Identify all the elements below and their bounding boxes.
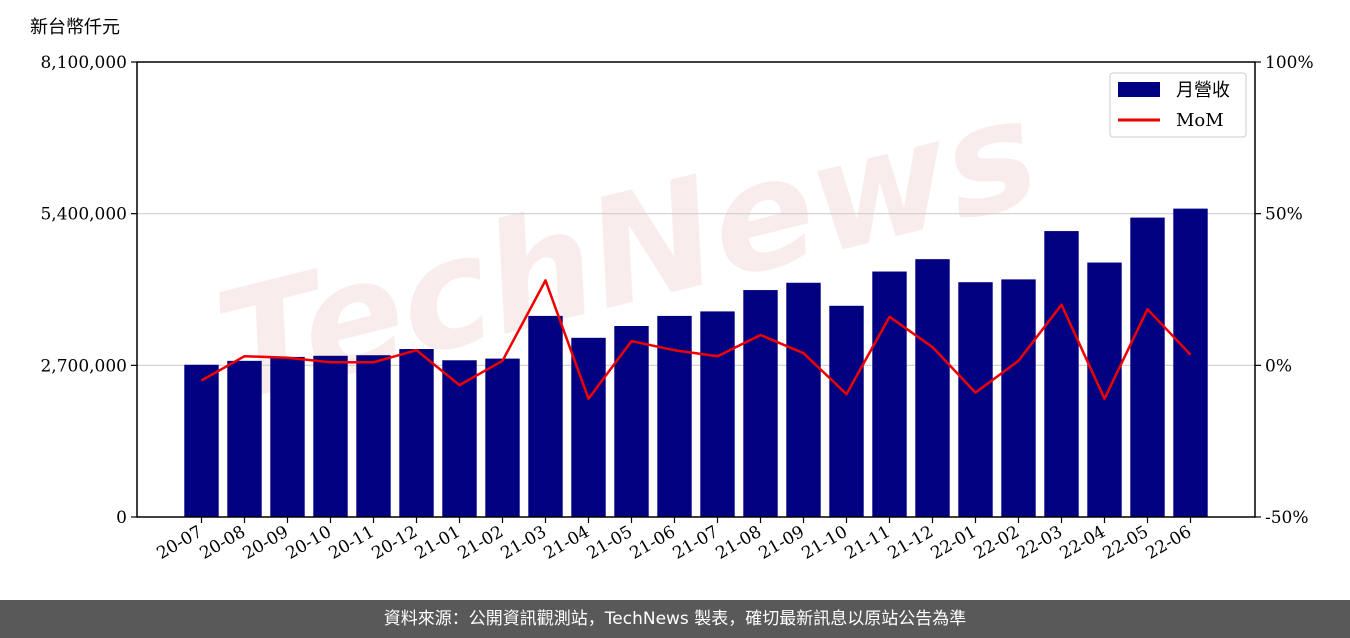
legend-swatch-bar	[1118, 82, 1160, 97]
bar-21-10	[829, 305, 864, 517]
bar-21-05	[614, 326, 649, 517]
plot-frame	[136, 61, 1256, 518]
bar-21-08	[743, 290, 778, 517]
x-tick-label: 22-06	[1143, 522, 1195, 564]
bar-20-08	[227, 360, 262, 517]
x-tick-label: 22-01	[928, 522, 980, 564]
bar-20-09	[270, 356, 305, 517]
x-tick-label: 20-12	[369, 522, 421, 564]
mom-line	[200, 279, 1192, 400]
left-tick-label: 8,100,000	[40, 53, 127, 73]
chart-area: TechNews02,700,0005,400,0008,100,000-50%…	[30, 17, 1314, 564]
bar-21-12	[915, 259, 950, 517]
x-tick-label: 20-09	[240, 522, 292, 564]
bar-20-12	[399, 349, 434, 517]
bar-21-02	[485, 358, 520, 517]
bar-22-03	[1044, 231, 1079, 517]
x-tick-label: 22-02	[971, 522, 1023, 564]
x-tick-label: 20-08	[197, 522, 249, 564]
x-tick-label: 21-12	[885, 522, 937, 564]
bar-20-10	[313, 355, 348, 517]
x-tick-label: 21-06	[627, 522, 679, 564]
left-tick-label: 2,700,000	[40, 356, 127, 376]
x-tick-label: 22-04	[1057, 522, 1109, 564]
x-tick-label: 22-05	[1100, 522, 1152, 564]
y-unit-label: 新台幣仟元	[30, 17, 120, 38]
bar-21-09	[786, 282, 821, 517]
x-tick-label: 20-07	[154, 522, 206, 564]
x-tick-label: 21-04	[541, 522, 593, 564]
x-tick-label: 20-10	[283, 522, 335, 564]
x-tick-label: 21-10	[799, 522, 851, 564]
bar-22-06	[1173, 208, 1208, 517]
bar-22-01	[958, 282, 993, 517]
x-tick-label: 22-03	[1014, 522, 1066, 564]
legend-label-bar: 月營收	[1176, 80, 1230, 101]
right-tick-label: 0%	[1265, 356, 1292, 376]
bar-21-01	[442, 360, 477, 517]
right-tick-label: 100%	[1265, 53, 1314, 73]
x-tick-label: 21-02	[455, 522, 507, 564]
bar-20-07	[184, 364, 219, 517]
x-tick-label: 21-07	[670, 522, 722, 564]
bar-21-03	[528, 315, 563, 517]
bar-20-11	[356, 355, 391, 517]
bar-22-02	[1001, 279, 1036, 517]
right-tick-label: 50%	[1265, 205, 1303, 225]
left-tick-label: 5,400,000	[40, 205, 127, 225]
bar-21-11	[872, 271, 907, 517]
bar-22-04	[1087, 262, 1122, 517]
bar-21-06	[657, 315, 692, 517]
bar-21-07	[700, 311, 735, 517]
x-tick-label: 20-11	[326, 522, 378, 564]
x-tick-label: 21-05	[584, 522, 636, 564]
x-tick-label: 21-11	[842, 522, 894, 564]
bar-22-05	[1130, 217, 1165, 518]
right-tick-label: -50%	[1265, 508, 1309, 528]
x-tick-label: 21-03	[498, 522, 550, 564]
legend-label-line: MoM	[1176, 110, 1224, 131]
x-tick-label: 21-08	[713, 522, 765, 564]
left-tick-label: 0	[116, 508, 127, 528]
x-tick-label: 21-09	[756, 522, 808, 564]
x-tick-label: 21-01	[412, 522, 464, 564]
source-footer: 資料來源：公開資訊觀測站，TechNews 製表，確切最新訊息以原站公告為準	[0, 600, 1350, 638]
